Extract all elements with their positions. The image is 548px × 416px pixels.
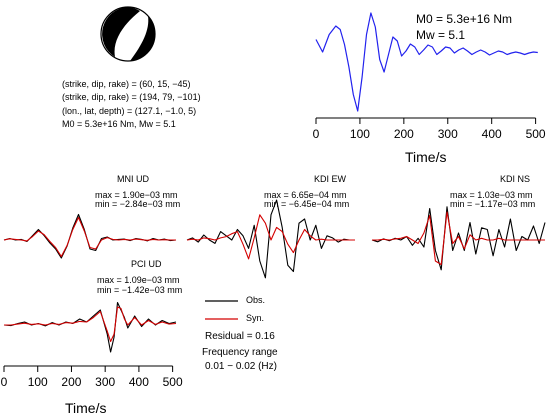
station-label-kdi-ns: KDI NS bbox=[500, 174, 531, 184]
kdi-ns-min-label: min = −1.17e−03 mm bbox=[450, 199, 536, 209]
legend-obs-label: Obs. bbox=[246, 295, 266, 305]
kdi-ew-min-label: min = −6.45e−04 mm bbox=[264, 199, 350, 209]
stf-tick-label: 300 bbox=[438, 127, 458, 141]
pci-tick-label: 100 bbox=[28, 375, 48, 389]
pci-tick-label: 0 bbox=[1, 375, 8, 389]
station-label-kdi-ew: KDI EW bbox=[314, 174, 347, 184]
source-param-line-4: M0 = 5.3e+16 Nm, Mw = 5.1 bbox=[62, 119, 176, 129]
kdi-ns-syn-line bbox=[372, 211, 545, 266]
stf-tick-label: 200 bbox=[394, 127, 414, 141]
frequency-range: 0.01 − 0.02 (Hz) bbox=[205, 361, 277, 372]
station-label-pci-ud: PCI UD bbox=[131, 259, 162, 269]
pci-tick-label: 200 bbox=[61, 375, 81, 389]
frequency-title: Frequency range bbox=[202, 347, 278, 358]
station-label-mni-ud: MNI UD bbox=[117, 174, 149, 184]
kdi-ew-max-label: max = 6.65e−04 mm bbox=[264, 190, 347, 200]
pci-ud-syn-line bbox=[4, 306, 177, 343]
kdi-ns-max-label: max = 1.03e−03 mm bbox=[450, 190, 533, 200]
mni-ud-obs-line bbox=[3, 213, 177, 259]
pci-min-label: min = −1.42e−03 mm bbox=[97, 285, 183, 295]
kdi-ew-syn-line bbox=[186, 214, 355, 260]
kdi-ew-obs-line bbox=[186, 199, 355, 279]
source-param-line-2: (strike, dip, rake) = (194, 79, −101) bbox=[62, 92, 201, 102]
compressional-quadrant-2 bbox=[130, 16, 155, 61]
pci-tick-label: 300 bbox=[95, 375, 115, 389]
mni-min-label: min = −2.84e−03 mm bbox=[95, 199, 181, 209]
stf-moment-label: M0 = 5.3e+16 Nm bbox=[416, 12, 513, 26]
pci-tick-label: 500 bbox=[163, 375, 183, 389]
kdi-ns-obs-line bbox=[371, 206, 546, 271]
pci-xlabel: Time/s bbox=[65, 400, 107, 416]
mni-ud-syn-line bbox=[3, 216, 176, 258]
source-param-line-1: (strike, dip, rake) = (60, 15, −45) bbox=[62, 79, 191, 89]
pci-tick-label: 400 bbox=[129, 375, 149, 389]
stf-mw-label: Mw = 5.1 bbox=[416, 28, 466, 42]
stf-xlabel: Time/s bbox=[405, 149, 447, 165]
pci-max-label: max = 1.09e−03 mm bbox=[97, 275, 180, 285]
mni-max-label: max = 1.90e−03 mm bbox=[95, 190, 178, 200]
residual-text: Residual = 0.16 bbox=[205, 331, 275, 342]
stf-tick-label: 500 bbox=[526, 127, 546, 141]
stf-tick-label: 400 bbox=[482, 127, 502, 141]
focal-mechanism bbox=[100, 6, 156, 62]
stf-tick-label: 100 bbox=[350, 127, 370, 141]
compressional-quadrant bbox=[102, 7, 140, 57]
source-param-line-3: (lon., lat, depth) = (127.1, −1.0, 5) bbox=[62, 106, 197, 116]
pci-ud-obs-line bbox=[3, 301, 177, 353]
stf-tick-label: 0 bbox=[313, 127, 320, 141]
legend-syn-label: Syn. bbox=[246, 313, 265, 323]
